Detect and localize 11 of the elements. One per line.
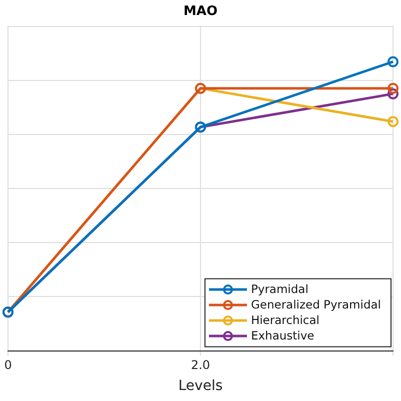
chart-title: MAO	[183, 4, 218, 20]
legend-label: Exhaustive	[250, 328, 314, 343]
x-axis-title: Levels	[178, 378, 223, 394]
legend-label: Pyramidal	[250, 282, 308, 296]
x-tick-label: 0	[4, 358, 12, 372]
legend-label: Hierarchical	[250, 313, 320, 328]
point	[388, 88, 398, 100]
point	[388, 116, 398, 128]
x-tick-label: 2.0	[190, 358, 210, 372]
legend-label: Generalized Pyramidal	[250, 298, 382, 312]
point	[388, 56, 398, 68]
